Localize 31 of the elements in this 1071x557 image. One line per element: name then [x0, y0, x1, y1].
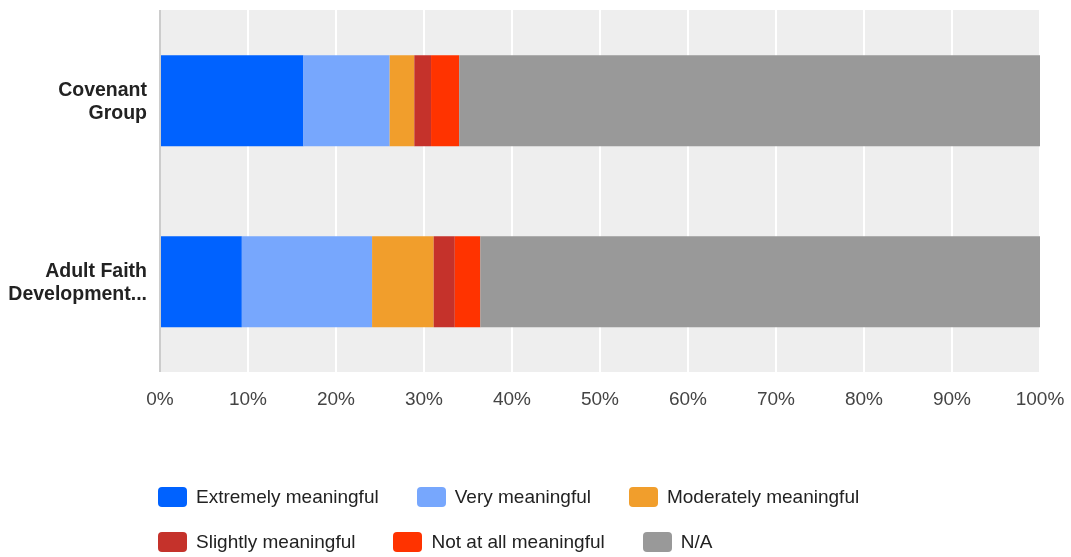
bar: [459, 55, 1040, 147]
legend-label: N/A: [680, 530, 713, 553]
x-tick-label: 20%: [316, 388, 356, 410]
y-tick-label: Covenant Group: [58, 77, 148, 123]
bar: [372, 236, 434, 328]
bar: [160, 55, 304, 147]
x-tick-label: 30%: [404, 388, 444, 410]
bar: [389, 55, 415, 147]
x-tick-label: 90%: [932, 388, 972, 410]
x-tick-label: 70%: [756, 388, 796, 410]
legend-label: Extremely meaningful: [196, 485, 379, 508]
x-tick-label: 10%: [228, 388, 268, 410]
legend-label: Very meaningful: [454, 485, 591, 508]
bar: [454, 236, 481, 328]
x-tick-label: 60%: [668, 388, 708, 410]
legend-label: Not at all meaningful: [431, 530, 605, 553]
bar: [414, 55, 432, 147]
x-tick-label: 80%: [844, 388, 884, 410]
y-tick-label: Adult Faith Development...: [8, 258, 147, 304]
bar: [480, 236, 1040, 328]
x-tick-label: 40%: [492, 388, 532, 410]
bar: [431, 55, 460, 147]
bar: [433, 236, 455, 328]
x-tick-label: 100%: [1015, 388, 1065, 410]
x-tick-label: 50%: [580, 388, 620, 410]
bar: [303, 55, 390, 147]
legend-label: Moderately meaningful: [666, 485, 860, 508]
bar: [241, 236, 373, 328]
legend-label: Slightly meaningful: [196, 530, 356, 553]
x-tick-label: 0%: [146, 388, 174, 410]
bar: [160, 236, 242, 328]
